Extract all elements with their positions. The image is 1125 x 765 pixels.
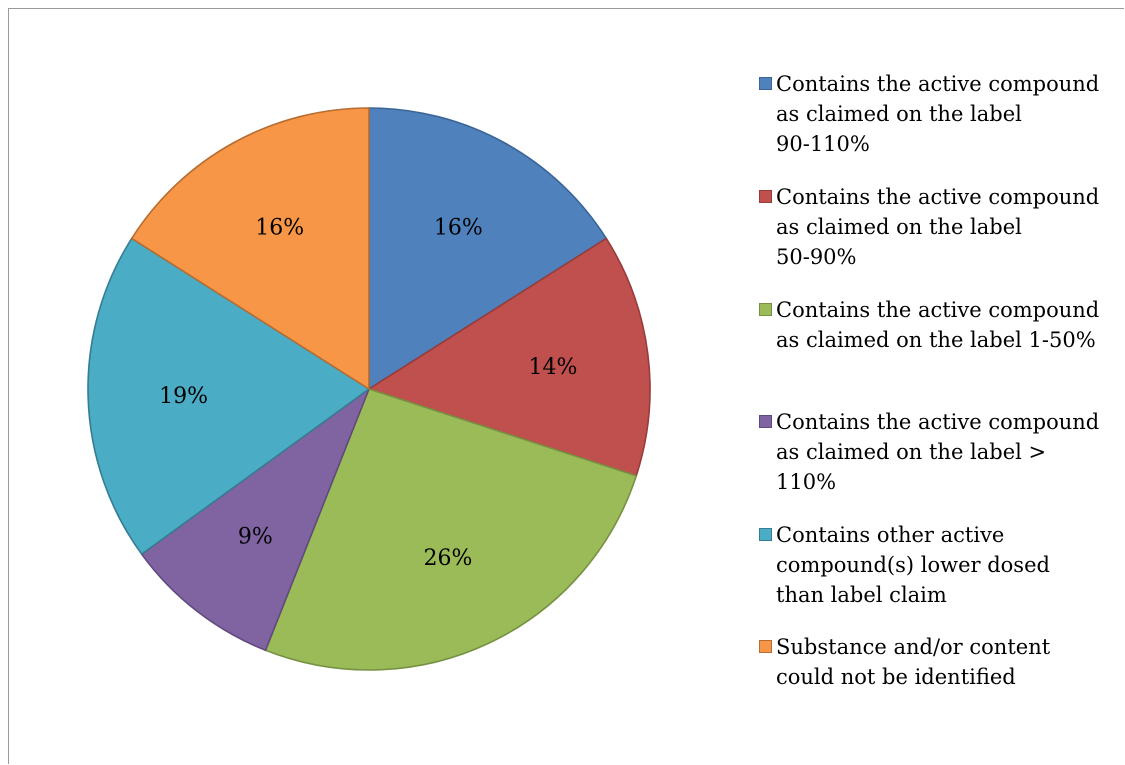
pie-slice-label-4: 9% <box>238 525 273 550</box>
pie-chart: 16% 14% 26% 9% 19% 16% <box>87 107 651 671</box>
pie-slice-4 <box>140 386 371 652</box>
pie-slice-5 <box>87 237 371 556</box>
legend-label-4: Contains the active compound as claimed … <box>776 410 1100 494</box>
pie-slices <box>87 107 651 671</box>
legend-swatch-1 <box>759 77 772 90</box>
legend-label-2: Contains the active compound as claimed … <box>776 185 1100 269</box>
legend-swatch-6 <box>759 640 772 653</box>
pie-slice-3 <box>264 388 638 671</box>
pie-slice-2 <box>367 237 651 477</box>
legend-label-5: Contains other active compound(s) lower … <box>776 523 1050 607</box>
chart-frame: 16% 14% 26% 9% 19% 16% Contains the active co… <box>8 8 1124 764</box>
legend-label-6: Substance and/or content could not be id… <box>776 635 1051 689</box>
pie-labels: 16% 14% 26% 9% 19% 16% <box>159 216 577 571</box>
legend-swatch-3 <box>759 303 772 316</box>
pie-slice-label-1: 16% <box>434 216 483 241</box>
legend-label-1: Contains the active compound as claimed … <box>776 72 1100 156</box>
pie-slice-1 <box>368 107 608 391</box>
pie-slice-6 <box>130 107 370 391</box>
pie-slice-label-2: 14% <box>529 355 578 380</box>
legend-swatch-4 <box>759 415 772 428</box>
pie-slice-label-3: 26% <box>424 546 473 571</box>
pie-slice-label-5: 19% <box>159 384 208 409</box>
legend-swatch-2 <box>759 190 772 203</box>
pie-slice-label-6: 16% <box>255 216 304 241</box>
legend-swatch-5 <box>759 528 772 541</box>
legend-label-3: Contains the active compound as claimed … <box>776 298 1100 352</box>
